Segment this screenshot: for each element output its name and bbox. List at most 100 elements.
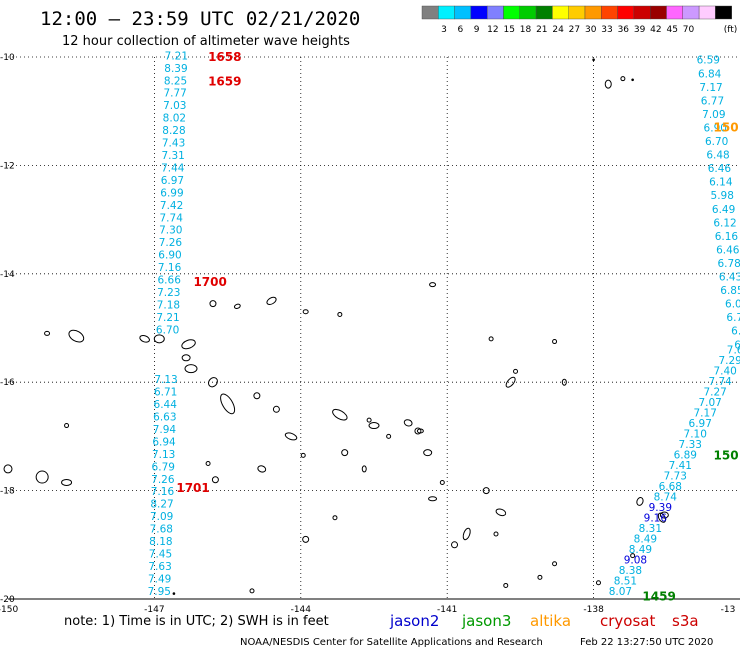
pass-time-label: 1459 bbox=[642, 589, 675, 603]
island-outline bbox=[68, 329, 85, 343]
pass-time-label: 1700 bbox=[193, 275, 226, 289]
swh-value: 7.21 bbox=[156, 312, 179, 324]
island-outline bbox=[561, 378, 567, 386]
island-outline bbox=[153, 334, 165, 344]
legend-swatch bbox=[454, 5, 472, 20]
swh-value: 7.26 bbox=[159, 237, 183, 249]
swh-value: 7.74 bbox=[708, 376, 732, 388]
island-outline bbox=[266, 296, 277, 306]
island-outline bbox=[503, 582, 509, 588]
island-outline bbox=[337, 311, 343, 317]
island-outline bbox=[462, 527, 471, 541]
swh-value: 8.25 bbox=[164, 75, 187, 87]
island-outline bbox=[403, 419, 413, 427]
swh-value: 5.98 bbox=[711, 190, 734, 202]
island-outline bbox=[416, 428, 424, 434]
island-outline bbox=[211, 476, 219, 484]
color-legend: 3 6 9 12 15 18 21 24 27 30 33 36 39 42 45 70 (ft) bbox=[421, 5, 738, 35]
lon-tick-label: -141 bbox=[437, 605, 457, 615]
legend-label: 18 bbox=[520, 25, 532, 35]
island-outline bbox=[451, 541, 459, 549]
island-outline bbox=[595, 580, 601, 586]
swh-value: 6.16 bbox=[715, 231, 739, 243]
track-west: 7.218.398.257.777.038.028.287.437.317.44… bbox=[148, 50, 188, 597]
island-dot bbox=[631, 78, 634, 82]
swh-value: 8.18 bbox=[149, 536, 172, 548]
swh-value: 6.68 bbox=[659, 481, 682, 493]
swh-value: 6.14 bbox=[709, 177, 733, 189]
swh-value: 6.97 bbox=[161, 175, 184, 187]
swh-value: 7.41 bbox=[669, 460, 692, 472]
island-outline bbox=[552, 339, 558, 345]
legend-swatch bbox=[568, 5, 586, 20]
legend-swatch bbox=[438, 5, 455, 20]
swh-value: 7.16 bbox=[151, 486, 175, 498]
time-labels: 1658 1659 1700 1701 150 150 1459 bbox=[176, 50, 738, 603]
island-outline bbox=[35, 470, 49, 484]
pass-time-label: 1658 bbox=[208, 50, 241, 64]
swh-value: 7.16 bbox=[158, 262, 182, 274]
lon-tick-label: -138 bbox=[583, 605, 604, 615]
legend-label: 42 bbox=[650, 25, 661, 35]
legend-unit: (ft) bbox=[724, 25, 738, 35]
swh-value: 6.49 bbox=[712, 204, 735, 216]
swh-value: 6.59 bbox=[697, 55, 720, 67]
legend-label: 3 bbox=[441, 25, 447, 35]
swh-value: 8.07 bbox=[609, 586, 632, 598]
pass-time-label: 150 bbox=[714, 448, 739, 462]
island-outline bbox=[604, 79, 612, 89]
legend-label: 12 bbox=[487, 25, 498, 35]
swh-value: 6.7 bbox=[726, 312, 740, 324]
island-outline bbox=[61, 478, 73, 486]
satellite-name: altika bbox=[530, 612, 571, 630]
island-outline bbox=[181, 339, 196, 350]
legend-swatch bbox=[487, 5, 504, 20]
legend-swatch bbox=[666, 5, 683, 20]
legend-swatch bbox=[617, 5, 635, 20]
island-outline bbox=[659, 511, 669, 519]
swh-value: 8.39 bbox=[164, 63, 187, 75]
island-outline bbox=[513, 368, 519, 374]
island-outline bbox=[657, 512, 667, 523]
island-outlines bbox=[3, 58, 669, 595]
swh-value: 9.39 bbox=[649, 502, 672, 514]
island-outline bbox=[505, 376, 516, 388]
legend-swatch bbox=[633, 5, 651, 20]
swh-value: 7.10 bbox=[684, 429, 707, 441]
swh-value: 7.45 bbox=[149, 549, 172, 561]
map-title: 12:00 – 23:59 UTC 02/21/2020 bbox=[40, 8, 360, 30]
island-outline bbox=[253, 392, 261, 400]
island-outline bbox=[552, 561, 558, 567]
island-outline bbox=[423, 449, 433, 457]
island-outline bbox=[181, 354, 191, 362]
swh-value: 7.68 bbox=[150, 524, 173, 536]
island-outline bbox=[302, 535, 310, 543]
pass-time-label: 1701 bbox=[176, 481, 209, 495]
swh-value: 7.95 bbox=[148, 586, 171, 598]
swh-value: 8.02 bbox=[163, 113, 186, 125]
satellite-name: jason2 bbox=[389, 612, 439, 630]
swh-value: 7.26 bbox=[151, 474, 175, 486]
swh-value: 8.38 bbox=[619, 565, 642, 577]
lon-tick-label: -150 bbox=[0, 605, 18, 615]
island-outline bbox=[302, 309, 309, 315]
legend-label: 30 bbox=[585, 25, 597, 35]
swh-value: 6.90 bbox=[158, 250, 181, 262]
swh-value: 7.74 bbox=[160, 212, 184, 224]
swh-value: 7.09 bbox=[702, 109, 725, 121]
swh-value: 6.89 bbox=[674, 450, 697, 462]
legend-label: 39 bbox=[634, 25, 646, 35]
swh-value: 7.6 bbox=[727, 345, 740, 357]
swh-value: 7.03 bbox=[163, 100, 186, 112]
legend-swatch bbox=[698, 5, 716, 20]
legend-label: 15 bbox=[503, 25, 514, 35]
swh-value: 7.30 bbox=[159, 225, 182, 237]
swh-value: 7.77 bbox=[163, 88, 186, 100]
island-outline bbox=[284, 432, 298, 441]
legend-swatch bbox=[535, 5, 553, 20]
swh-value: 9.16 bbox=[644, 512, 668, 524]
map-subtitle: 12 hour collection of altimeter wave hei… bbox=[62, 34, 350, 49]
swh-value: 8.74 bbox=[654, 491, 678, 503]
island-outline bbox=[272, 405, 280, 413]
